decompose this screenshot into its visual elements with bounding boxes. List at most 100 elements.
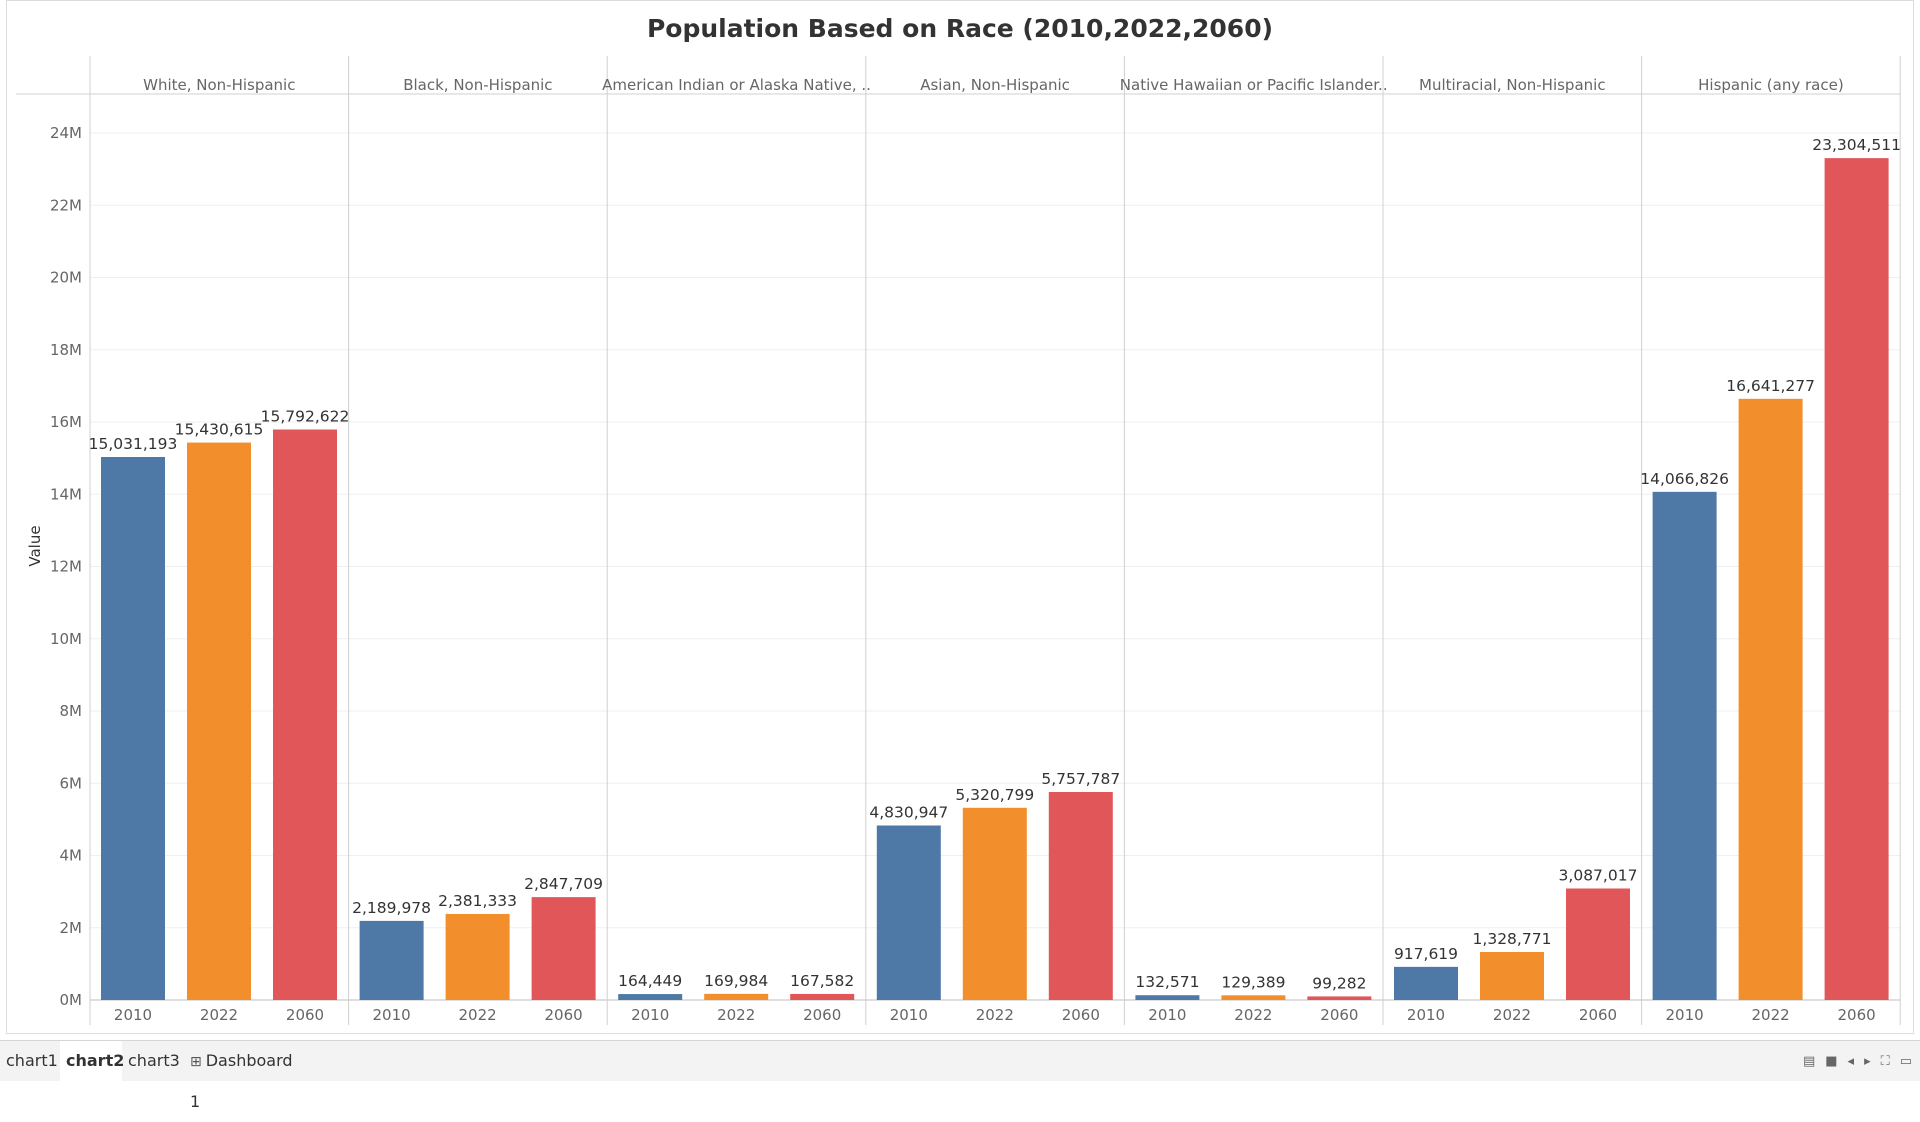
x-tick-label: 2010 <box>373 1006 411 1024</box>
tab-label: chart1 <box>6 1051 58 1070</box>
y-tick-label: 22M <box>50 196 82 214</box>
x-tick-label: 2010 <box>890 1006 928 1024</box>
data-label: 2,189,978 <box>352 899 431 917</box>
y-tick-label: 24M <box>50 124 82 142</box>
chart-title: Population Based on Race (2010,2022,2060… <box>646 14 1274 43</box>
y-tick-label: 4M <box>60 847 83 865</box>
y-tick-label: 8M <box>60 702 83 720</box>
bar-2022[interactable] <box>704 993 769 1000</box>
data-label: 15,792,622 <box>261 407 350 425</box>
x-tick-label: 2010 <box>631 1006 669 1024</box>
bar-2060[interactable] <box>790 993 855 1000</box>
bar-2060[interactable] <box>531 897 596 1000</box>
dashboard-icon: ⊞ <box>190 1054 202 1070</box>
panel-header: Hispanic (any race) <box>1698 76 1844 94</box>
data-label: 2,847,709 <box>524 875 603 893</box>
y-tick-label: 6M <box>60 774 83 792</box>
tab-label: chart3 <box>128 1051 180 1070</box>
chart-area: 0M 2M 4M 6M 8M 10M 12M 14M 16M 18M 20M 22M 24M Value W… <box>16 56 1901 1025</box>
data-label: 917,619 <box>1394 945 1458 963</box>
tab-label: chart2 <box>66 1051 125 1070</box>
presentation-icon[interactable]: ▭ <box>1899 1053 1912 1069</box>
bar-2022[interactable] <box>1480 951 1544 1000</box>
fullscreen-icon[interactable]: ⛶ <box>1880 1053 1890 1069</box>
bar-2010[interactable] <box>618 994 683 1000</box>
x-tick-label: 2060 <box>1838 1006 1876 1024</box>
bar-2010[interactable] <box>1135 995 1200 1000</box>
bar-2060[interactable] <box>1566 888 1630 1000</box>
data-label: 3,087,017 <box>1559 866 1638 884</box>
x-tick-label: 2060 <box>1320 1006 1358 1024</box>
bar-2010[interactable] <box>101 456 165 1000</box>
x-tick-label: 2022 <box>1234 1006 1272 1024</box>
bar-2022[interactable] <box>1221 995 1286 1000</box>
y-tick-label: 20M <box>50 269 82 287</box>
y-tick-label: 12M <box>50 558 82 576</box>
bar-2060[interactable] <box>1307 996 1372 1000</box>
bar-2010[interactable] <box>1394 966 1458 1000</box>
data-label: 167,582 <box>790 972 854 990</box>
data-label: 14,066,826 <box>1640 470 1729 488</box>
show-tabs-icon[interactable]: ■ <box>1825 1053 1838 1069</box>
bar-2022[interactable] <box>962 807 1027 1000</box>
panel-header: Native Hawaiian or Pacific Islander.. <box>1120 76 1388 94</box>
data-label: 164,449 <box>618 972 682 990</box>
panel-header: Black, Non-Hispanic <box>403 76 552 94</box>
tab-dashboard-1[interactable]: ⊞ Dashboard 1 <box>184 1041 304 1111</box>
tab-label: Dashboard 1 <box>190 1051 293 1111</box>
bar-2060[interactable] <box>1048 791 1113 1000</box>
y-axis-label: Value <box>26 525 44 566</box>
bar-2010[interactable] <box>1652 491 1717 1000</box>
show-filmstrip-icon[interactable]: ▤ <box>1802 1053 1816 1069</box>
x-tick-label: 2060 <box>286 1006 324 1024</box>
bar-2022[interactable] <box>1738 398 1803 1000</box>
x-tick-label: 2022 <box>459 1006 497 1024</box>
scroll-left-icon[interactable]: ◂ <box>1847 1053 1855 1069</box>
x-tick-label: 2022 <box>717 1006 755 1024</box>
y-tick-label: 2M <box>60 919 83 937</box>
bar-2022[interactable] <box>445 913 510 1000</box>
x-tick-label: 2010 <box>1148 1006 1186 1024</box>
x-tick-label: 2022 <box>1752 1006 1790 1024</box>
x-tick-label: 2010 <box>1407 1006 1445 1024</box>
data-label: 4,830,947 <box>869 803 948 821</box>
x-tick-label: 2060 <box>545 1006 583 1024</box>
data-label: 5,320,799 <box>955 786 1034 804</box>
bar-2060[interactable] <box>273 429 337 1000</box>
x-tick-label: 2060 <box>1579 1006 1617 1024</box>
data-label: 5,757,787 <box>1041 770 1120 788</box>
bar-2022[interactable] <box>187 442 251 1000</box>
panel-header: Multiracial, Non-Hispanic <box>1419 76 1606 94</box>
bar-2060[interactable] <box>1824 158 1889 1001</box>
y-tick-label: 18M <box>50 341 82 359</box>
scroll-right-icon[interactable]: ▸ <box>1864 1053 1871 1069</box>
data-label: 23,304,511 <box>1812 136 1901 154</box>
data-label: 2,381,333 <box>438 892 517 910</box>
x-tick-label: 2022 <box>200 1006 238 1024</box>
panel-header: White, Non-Hispanic <box>143 76 295 94</box>
x-tick-label: 2060 <box>803 1006 841 1024</box>
y-tick-label: 0M <box>60 991 83 1009</box>
bar-2010[interactable] <box>359 920 424 1000</box>
panel-header: Asian, Non-Hispanic <box>920 76 1070 94</box>
data-label: 129,389 <box>1221 973 1285 991</box>
data-label: 169,984 <box>704 972 768 990</box>
y-tick-label: 10M <box>50 630 82 648</box>
x-tick-label: 2060 <box>1062 1006 1100 1024</box>
data-label: 99,282 <box>1312 974 1366 992</box>
tab-chart1[interactable]: chart1 <box>0 1041 60 1081</box>
x-tick-label: 2010 <box>1666 1006 1704 1024</box>
tab-chart3[interactable]: chart3 <box>122 1041 184 1081</box>
y-tick-label: 14M <box>50 485 82 503</box>
panel-header: American Indian or Alaska Native, .. <box>602 76 871 94</box>
bar-2010[interactable] <box>876 825 941 1000</box>
sheet-tab-bar: chart1 chart2 chart3 ⊞ Dashboard 1 ▤ ■ ◂ … <box>0 1040 1920 1111</box>
x-tick-label: 2022 <box>1493 1006 1531 1024</box>
data-label: 16,641,277 <box>1726 377 1815 395</box>
x-tick-label: 2022 <box>976 1006 1014 1024</box>
data-label: 132,571 <box>1135 973 1199 991</box>
data-label: 1,328,771 <box>1473 930 1552 948</box>
x-tick-label: 2010 <box>114 1006 152 1024</box>
tab-chart2[interactable]: chart2 <box>60 1041 125 1081</box>
data-label: 15,031,193 <box>89 435 178 453</box>
